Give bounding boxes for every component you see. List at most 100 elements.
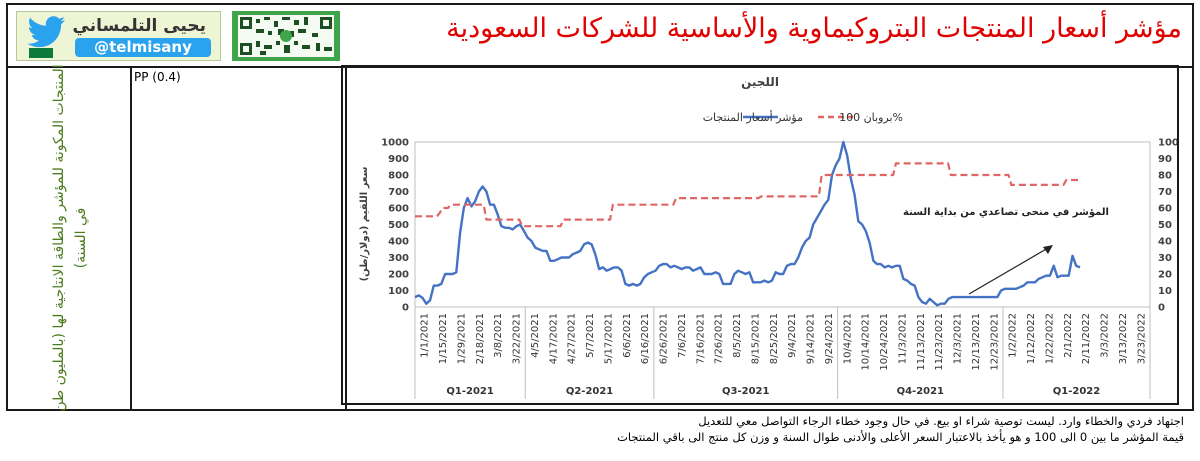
annotation-text: المؤشر في منحى تصاعدي من بداية السنة (903, 207, 1109, 218)
qr-code-icon (232, 11, 340, 61)
quarter-label: Q2-2021 (566, 386, 613, 397)
y2-tick-label: 40 (1158, 237, 1172, 248)
x-tick-label: 4/17/2021 (548, 313, 559, 364)
trend-annotation: المؤشر في منحى تصاعدي من بداية السنة (903, 207, 1109, 295)
x-tick-label: 1/29/2021 (456, 313, 467, 364)
y2-tick-label: 70 (1158, 187, 1172, 198)
x-tick-label: 1/1/2021 (420, 313, 431, 358)
x-tick-label: 8/5/2021 (732, 313, 743, 358)
x-tick-label: 12/3/2021 (953, 313, 964, 364)
x-tick-label: 6/26/2021 (659, 313, 670, 364)
series-group (414, 140, 1081, 307)
method-text: قيمة المؤشر ما بين 0 الى 100 و هو يأخذ ب… (617, 430, 1184, 444)
x-tick-label: 2/18/2021 (475, 313, 486, 364)
quarter-label: Q1-2022 (1053, 386, 1100, 397)
quarter-label: Q1-2021 (446, 386, 493, 397)
y2-tick-label: 80 (1158, 171, 1172, 182)
x-tick-label: 4/5/2021 (530, 313, 541, 358)
y-tick-label: 600 (388, 204, 409, 215)
page-title: مؤشر أسعار المنتجات البتروكيماوية والأسا… (446, 13, 1182, 44)
x-tick-label: 12/23/2021 (989, 313, 1000, 371)
flag-icon (29, 48, 53, 58)
y-tick-label: 0 (402, 303, 409, 314)
x-tick-label: 9/4/2021 (787, 313, 798, 358)
y2-tick-label: 0 (1158, 303, 1165, 314)
chart-svg: اللجين بروبان 100% مؤشر أسعار المنتجات 0… (359, 75, 1179, 399)
annotation-arrow (968, 247, 1049, 295)
legend-label-propane: بروبان 100% (839, 111, 903, 124)
x-tick-label: 3/23/2022 (1136, 313, 1147, 364)
product-label: PP (0.4) (134, 70, 181, 84)
x-tick-label: 11/13/2021 (916, 313, 927, 371)
x-tick-label: 5/7/2021 (585, 313, 596, 358)
quarter-label: Q3-2021 (722, 386, 769, 397)
x-tick-label: 1/12/2022 (1026, 313, 1037, 364)
x-tick-label: 1/22/2022 (1044, 313, 1055, 364)
y-tick-label: 500 (388, 220, 409, 231)
x-tick-label: 9/14/2021 (806, 313, 817, 364)
x-tick-label: 2/11/2022 (1081, 313, 1092, 364)
legend-label-index: مؤشر أسعار المنتجات (703, 110, 803, 124)
series-line-propane (415, 162, 1080, 228)
legend: بروبان 100% مؤشر أسعار المنتجات (703, 110, 903, 124)
chart-title: اللجين (741, 75, 779, 89)
quarter-axis: Q1-2021 Q2-2021 Q3-2021 Q4-2021 Q1-2022 (414, 307, 1151, 399)
y-axis-title: سعر اللقيم (دولار/طن) (359, 166, 370, 281)
y-tick-label: 400 (388, 237, 409, 248)
x-tick-label: 12/13/2021 (971, 313, 982, 371)
x-tick-label: 1/2/2022 (1008, 313, 1019, 358)
y-tick-label: 800 (388, 171, 409, 182)
y-axis-left: 0 100 200 300 400 500 600 700 800 900 1000 (381, 138, 409, 314)
x-tick-label: 3/8/2021 (493, 313, 504, 358)
y-tick-label: 200 (388, 270, 409, 281)
y2-tick-label: 60 (1158, 204, 1172, 215)
y2-tick-label: 100 (1158, 138, 1177, 149)
x-tick-label: 5/17/2021 (603, 313, 614, 364)
brand-handle: @telmisany (75, 38, 211, 57)
brand-name: يحيى التلمساني (72, 16, 206, 36)
x-tick-label: 11/3/2021 (897, 313, 908, 364)
components-label: المنتجات المكونة للمؤشر والطاقة الانتاجي… (51, 64, 89, 412)
x-tick-label: 1/15/2021 (438, 313, 449, 364)
x-tick-label: 6/6/2021 (622, 313, 633, 358)
x-tick-label: 11/23/2021 (934, 313, 945, 371)
plot-area (414, 141, 1151, 308)
x-tick-label: 10/14/2021 (861, 313, 872, 371)
y-tick-label: 300 (388, 253, 409, 264)
y-tick-label: 900 (388, 154, 409, 165)
y-tick-label: 1000 (381, 138, 409, 149)
y2-tick-label: 30 (1158, 253, 1172, 264)
series-line-index (414, 140, 1081, 307)
x-tick-label: 7/6/2021 (677, 313, 688, 358)
y-tick-label: 100 (388, 286, 409, 297)
twitter-bird-icon (27, 16, 65, 48)
brand-badge: يحيى التلمساني @telmisany (16, 11, 221, 61)
quarter-label: Q4-2021 (897, 386, 944, 397)
product-column: PP (0.4) (130, 66, 347, 409)
y2-tick-label: 20 (1158, 270, 1172, 281)
x-axis: 1/1/2021 1/15/2021 1/29/2021 2/18/2021 3/8/2… (420, 313, 1148, 371)
footer-notes: اجتهاد فردي والخطاء وارد. ليست توصية شرا… (617, 413, 1184, 445)
x-tick-label: 7/26/2021 (714, 313, 725, 364)
x-tick-label: 9/24/2021 (824, 313, 835, 364)
header: مؤشر أسعار المنتجات البتروكيماوية والأسا… (8, 5, 1192, 68)
x-tick-label: 4/27/2021 (567, 313, 578, 364)
x-tick-label: 10/4/2021 (842, 313, 853, 364)
x-tick-label: 6/16/2021 (640, 313, 651, 364)
x-tick-label: 8/25/2021 (769, 313, 780, 364)
x-tick-label: 3/13/2022 (1118, 313, 1129, 364)
chart-panel: اللجين بروبان 100% مؤشر أسعار المنتجات 0… (341, 65, 1179, 405)
y2-tick-label: 10 (1158, 286, 1172, 297)
y2-tick-label: 90 (1158, 154, 1172, 165)
arrow-head-icon (1043, 245, 1053, 254)
x-tick-label: 10/24/2021 (879, 313, 890, 371)
y2-tick-label: 50 (1158, 220, 1172, 231)
y-tick-label: 700 (388, 187, 409, 198)
x-tick-label: 3/3/2022 (1100, 313, 1111, 358)
x-tick-label: 7/16/2021 (695, 313, 706, 364)
x-tick-label: 8/15/2021 (750, 313, 761, 364)
y-axis-right: 0 10 20 30 40 50 60 70 80 90 100 (1158, 138, 1179, 314)
dashboard-frame: مؤشر أسعار المنتجات البتروكيماوية والأسا… (6, 3, 1194, 412)
x-tick-label: 3/22/2021 (512, 313, 523, 364)
x-tick-label: 2/1/2022 (1063, 313, 1074, 358)
